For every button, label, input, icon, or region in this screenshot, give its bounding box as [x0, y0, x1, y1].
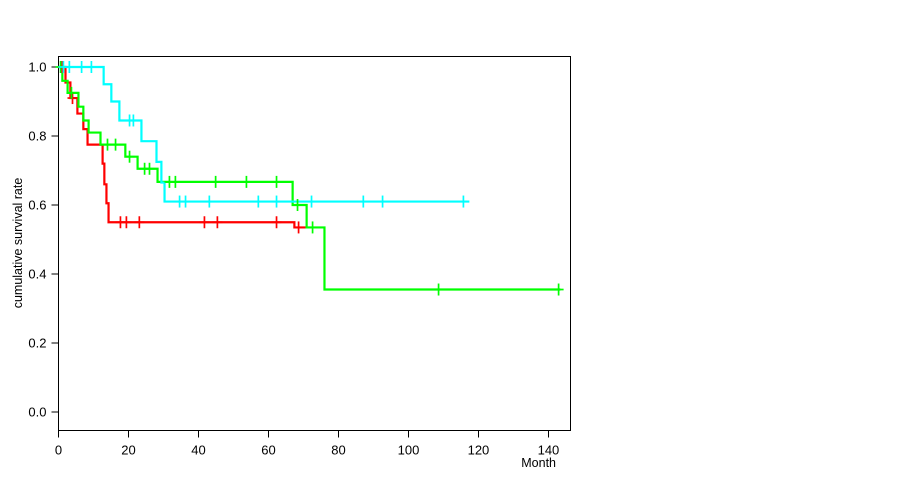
y-tick-label-1: 1.0	[28, 60, 46, 75]
plot-frame	[57, 55, 572, 432]
censor-mark-group-green	[124, 150, 135, 163]
x-tick-label-140: 140	[538, 443, 560, 458]
censor-mark-group-cyan	[86, 61, 97, 73]
censor-mark-group-green	[66, 86, 77, 99]
censor-marks	[55, 61, 564, 296]
censor-mark-group-red	[134, 216, 145, 229]
censor-mark-group-cyan	[76, 61, 87, 73]
censor-mark-group-red	[67, 92, 78, 105]
y-tick-label-0.8: 0.8	[28, 129, 46, 144]
censor-mark-group-cyan	[271, 195, 282, 208]
censor-mark-group-green	[110, 138, 121, 151]
censor-mark-group-red	[212, 216, 223, 229]
x-tick-label-120: 120	[468, 443, 490, 458]
censor-mark-group-cyan	[306, 195, 317, 208]
x-axis-ticks	[57, 430, 550, 438]
censor-mark-group-cyan	[377, 195, 388, 208]
y-tick-label-0.6: 0.6	[28, 198, 46, 213]
x-tick-label-0: 0	[55, 443, 62, 458]
y-tick-label-0: 0.0	[28, 405, 46, 420]
censor-mark-group-green	[271, 175, 282, 188]
x-axis-tick-labels: 0 20 40 60 80 100 120 140	[55, 443, 559, 458]
censor-mark-group-green	[144, 162, 155, 175]
censor-mark-group-green	[307, 221, 318, 234]
y-tick-label-0.2: 0.2	[28, 336, 46, 351]
x-tick-label-40: 40	[191, 443, 205, 458]
censor-mark-group-green	[170, 175, 181, 188]
x-axis-title: Month	[521, 456, 556, 470]
censor-mark-group-green	[553, 283, 564, 296]
censor-mark-group-cyan	[128, 114, 139, 127]
censor-mark-group-red	[293, 221, 304, 234]
censor-mark-group-cyan	[204, 195, 215, 208]
censor-mark-group-cyan	[358, 195, 369, 208]
y-axis-tick-labels: 0.0 0.2 0.4 0.6 0.8 1.0	[28, 60, 46, 420]
censor-mark-group-cyan	[180, 195, 191, 208]
censor-mark-group-green	[210, 175, 221, 188]
x-tick-label-60: 60	[261, 443, 275, 458]
x-tick-label-80: 80	[331, 443, 345, 458]
censor-mark-group-green	[292, 199, 303, 211]
censor-mark-group-cyan	[64, 61, 75, 73]
censor-mark-group-red	[271, 216, 282, 229]
censor-mark-group-cyan	[253, 195, 264, 208]
x-tick-label-100: 100	[398, 443, 420, 458]
survival-curve-group-cyan	[58, 65, 470, 203]
x-tick-label-20: 20	[121, 443, 135, 458]
survival-curve-group-red	[58, 65, 306, 229]
censor-mark-group-green	[241, 175, 252, 188]
censor-mark-group-red	[199, 216, 210, 229]
y-axis-ticks	[51, 66, 59, 413]
y-axis-title: cumulative survival rate	[11, 178, 25, 309]
censor-mark-group-cyan	[458, 195, 469, 208]
censor-mark-group-red	[121, 216, 132, 229]
censor-mark-group-green	[433, 283, 444, 296]
y-tick-label-0.4: 0.4	[28, 267, 46, 282]
